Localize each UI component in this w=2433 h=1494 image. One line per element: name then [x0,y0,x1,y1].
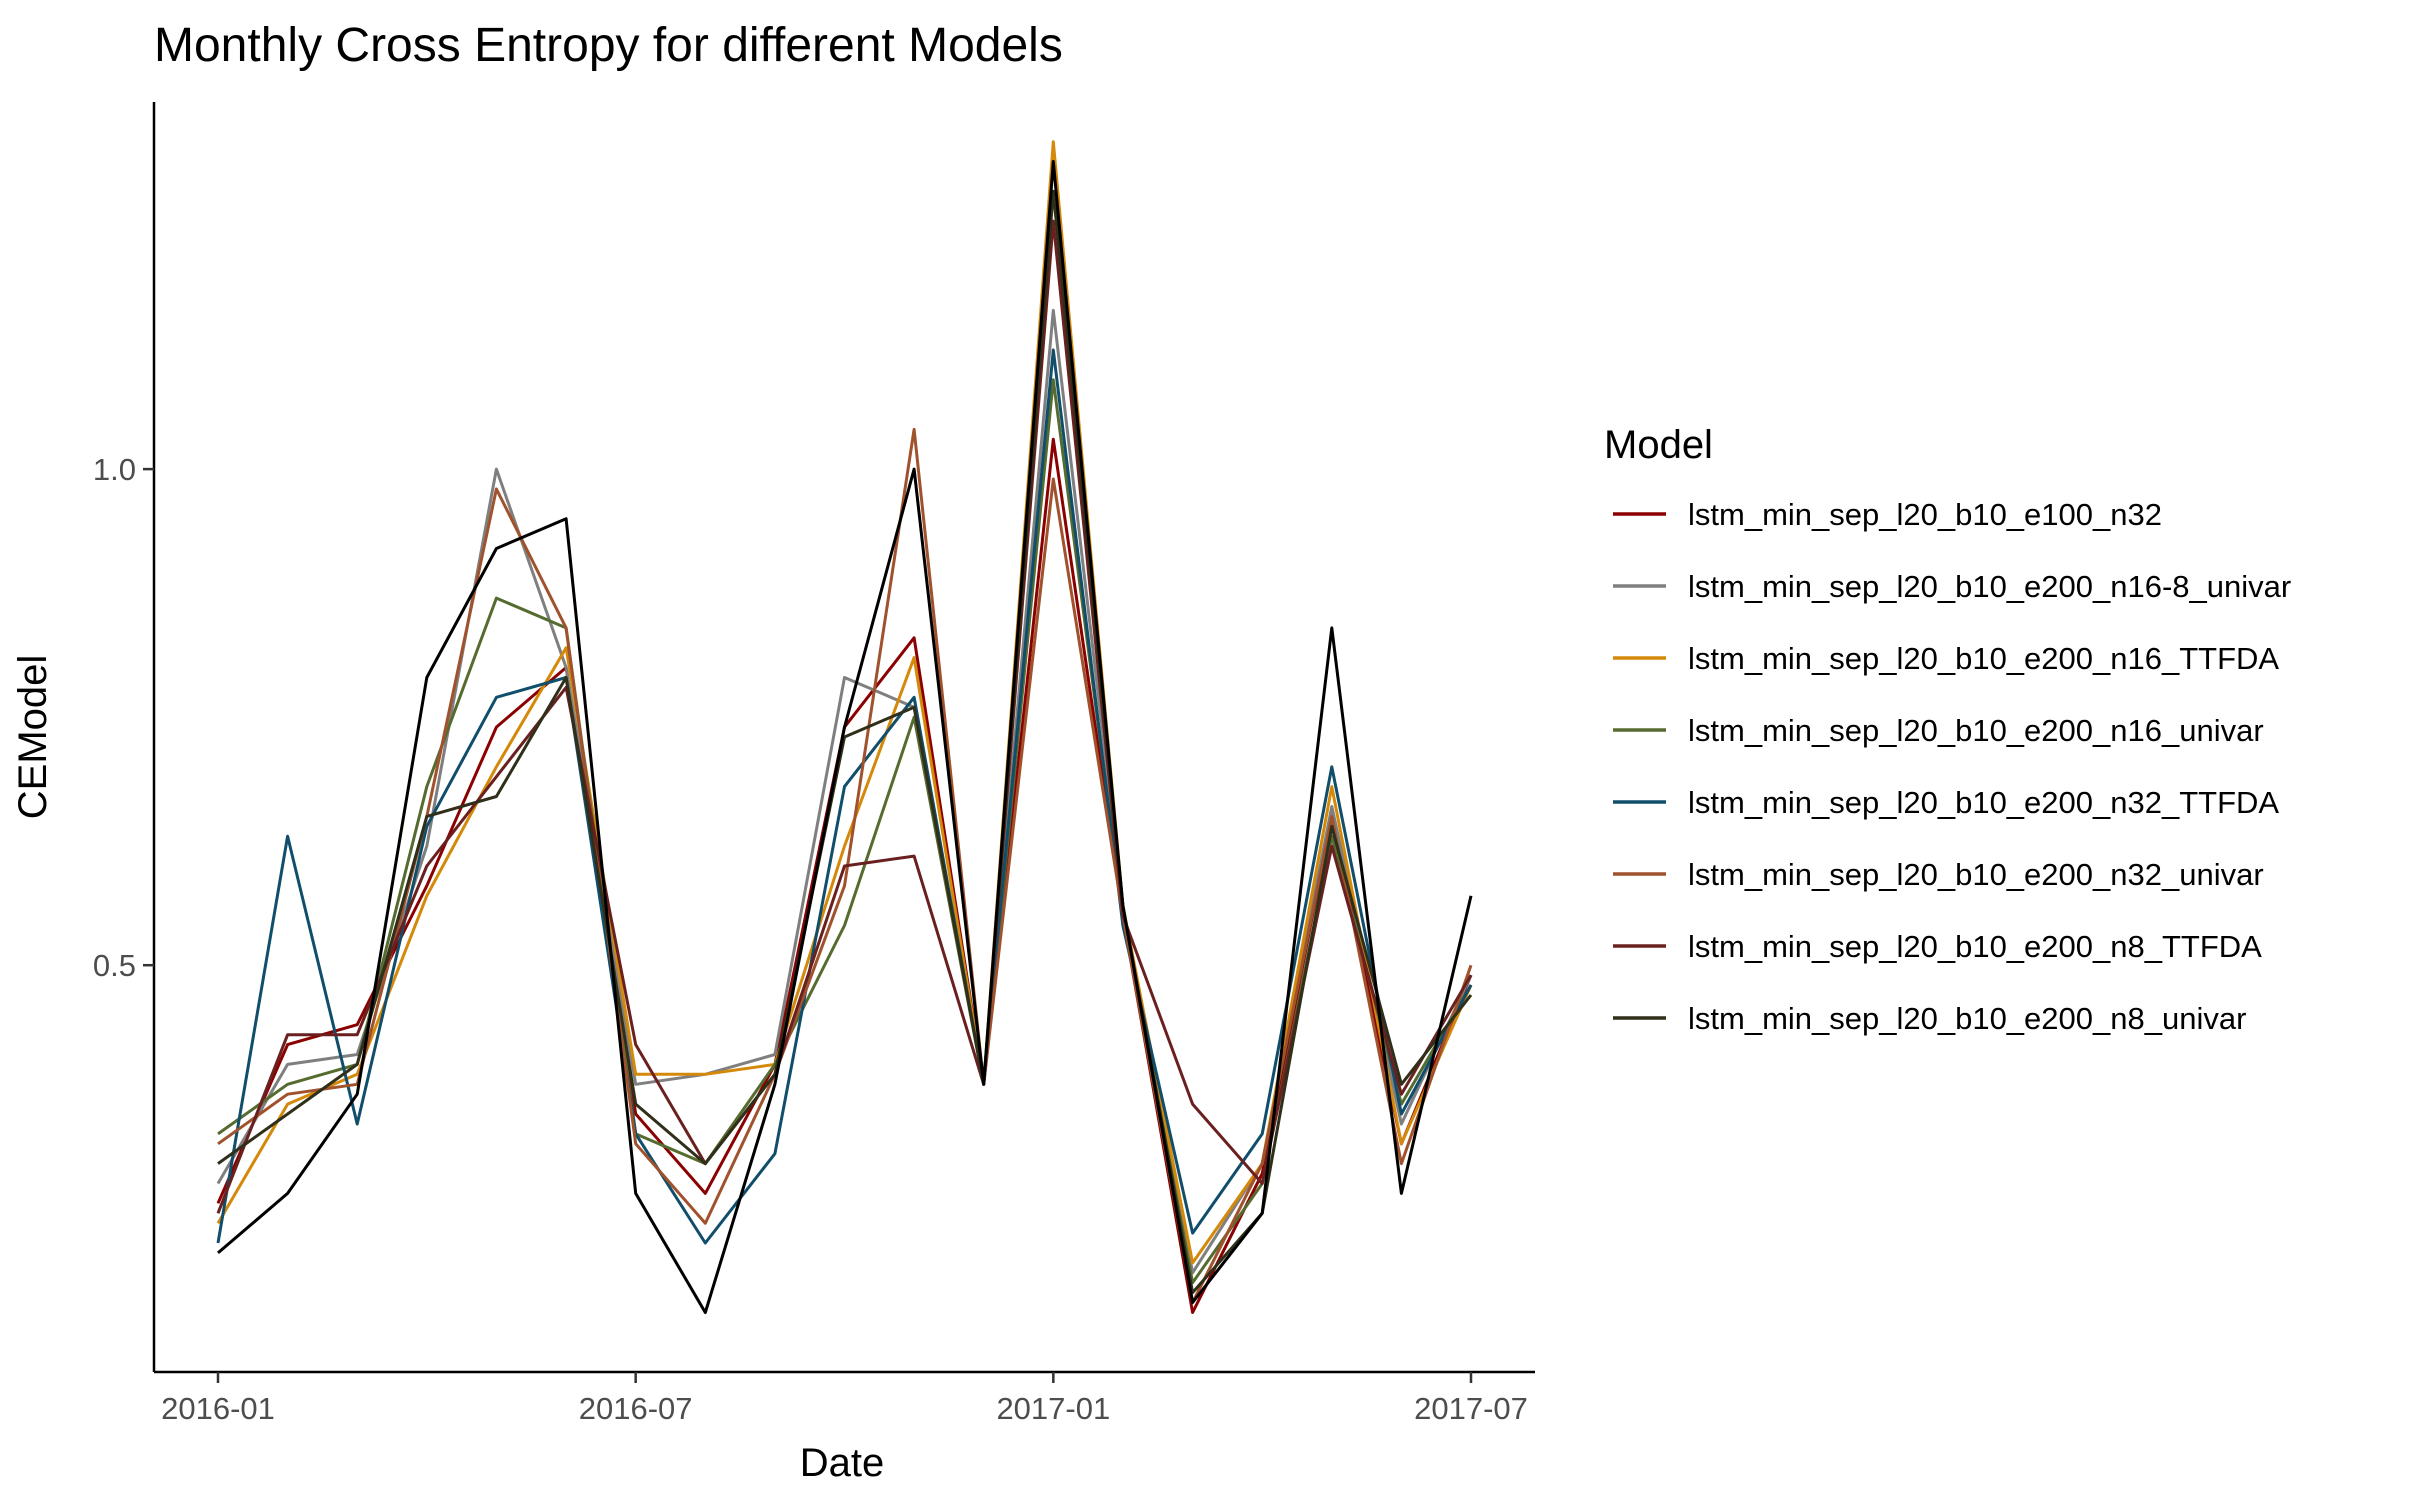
y-tick-label: 0.5 [93,948,136,983]
x-tick-label: 2016-01 [161,1391,275,1426]
series-line-4 [217,378,1473,1285]
legend-items: lstm_min_sep_l20_b10_e100_n32 lstm_min_se… [1613,497,2291,1036]
y-tick-label: 1.0 [93,452,136,487]
x-axis-title: Date [800,1441,885,1485]
y-axis-title: CEModel [11,655,55,820]
legend: Model lstm_min_sep_l20_b10_e100_n32lstm_… [1604,423,2291,1036]
series-line-8 [217,189,1473,1295]
legend-label: lstm_min_sep_l20_b10_e200_n16_univar [1688,713,2264,748]
legend-label: lstm_min_sep_l20_b10_e200_n16_TTFDA [1688,641,2279,676]
x-tick-label: 2016-07 [579,1391,693,1426]
series-line-7 [216,219,1473,1214]
plot-lines [216,140,1473,1314]
legend-label: lstm_min_sep_l20_b10_e200_n32_TTFDA [1688,785,2279,820]
legend-label: lstm_min_sep_l20_b10_e100_n32 [1688,497,2162,532]
legend-title: Model [1604,423,1713,467]
chart-title: Monthly Cross Entropy for different Mode… [154,19,1063,72]
legend-label: lstm_min_sep_l20_b10_e200_n8_TTFDA [1688,929,2262,964]
x-axis-ticks: 2016-01 2016-07 2017-01 2017-07 [161,1372,1528,1426]
y-axis-ticks: 0.5 1.0 [93,452,154,983]
series-line-5 [216,348,1473,1245]
legend-label: lstm_min_sep_l20_b10_e200_n16-8_univar [1688,569,2291,604]
legend-label: lstm_min_sep_l20_b10_e200_n32_univar [1688,857,2264,892]
x-tick-label: 2017-01 [996,1391,1110,1426]
x-tick-label: 2017-07 [1414,1391,1528,1426]
series-line-9 [217,160,1473,1314]
legend-label: lstm_min_sep_l20_b10_e200_n8_univar [1688,1001,2246,1036]
